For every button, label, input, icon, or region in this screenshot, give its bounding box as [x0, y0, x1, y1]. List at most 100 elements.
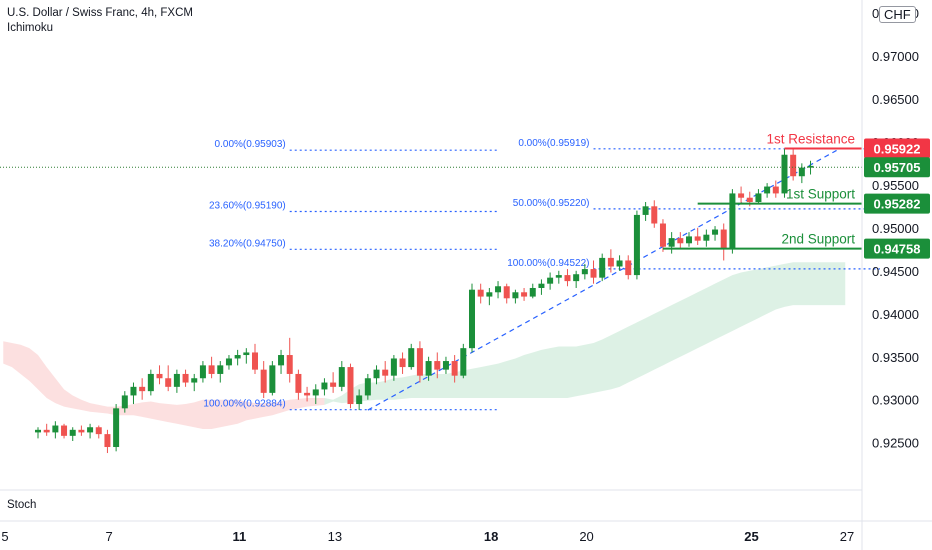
- price-tick-label: 0.95000: [872, 221, 919, 236]
- candle-body: [746, 197, 753, 203]
- candle-body: [330, 382, 337, 387]
- candle-body: [182, 373, 189, 383]
- candle-body: [469, 289, 475, 349]
- resistance-tag: [864, 138, 930, 159]
- candle-body: [625, 260, 632, 276]
- candle-body: [286, 355, 293, 374]
- candle-body: [173, 373, 180, 387]
- candle-body: [651, 206, 658, 224]
- fib-level-label: 23.60%(0.95190): [209, 200, 286, 211]
- candle-body: [798, 167, 805, 177]
- cloud-bullish: [324, 262, 846, 405]
- candle-body: [607, 257, 614, 267]
- candle-body: [790, 154, 797, 177]
- candle-body: [738, 193, 745, 198]
- candle-body: [425, 361, 432, 376]
- candle-body: [642, 206, 649, 215]
- candle-body: [547, 277, 554, 284]
- candle-body: [382, 369, 389, 376]
- time-tick-label: 27: [840, 529, 854, 544]
- last-price-tag: [864, 157, 930, 178]
- candle-body: [694, 236, 701, 241]
- candle-body: [764, 186, 771, 194]
- fibonacci-retracements: 0.00%(0.95903) 23.60%(0.95190) 38.20%(0.94…: [203, 138, 880, 411]
- candle-body: [338, 367, 345, 387]
- candle-body: [573, 274, 580, 282]
- time-tick-label: 13: [328, 529, 342, 544]
- candle-body: [599, 257, 606, 278]
- candle-body: [538, 283, 545, 288]
- fib-level-label: 0.00%(0.95919): [518, 138, 589, 149]
- candle-body: [460, 348, 467, 376]
- candle-body: [260, 369, 267, 393]
- support-resistance-levels: 1st Resistance 1st Support 2nd Support: [0, 132, 862, 250]
- candle-body: [364, 378, 371, 396]
- candle-body: [755, 193, 762, 203]
- candle-body: [503, 286, 510, 299]
- support-label: 1st Support: [786, 187, 855, 202]
- price-tick-label: 0.96500: [872, 92, 919, 107]
- candle-body: [191, 378, 198, 383]
- candle-body: [243, 352, 250, 356]
- price-tick-label: 0.94500: [872, 264, 919, 279]
- candle-body: [304, 392, 311, 396]
- candle-body: [199, 365, 206, 379]
- price-axis[interactable]: 0.975000.970000.965000.960000.955000.950…: [861, 0, 930, 550]
- price-tick-label: 0.93500: [872, 350, 919, 365]
- candle-body: [295, 373, 302, 393]
- time-tick-label: 25: [744, 529, 758, 544]
- candle-body: [390, 358, 397, 376]
- candle-body: [590, 269, 597, 278]
- candle-body: [373, 369, 380, 379]
- lower-pane-label[interactable]: Stoch: [7, 499, 37, 511]
- candle-body: [442, 361, 449, 370]
- candle-body: [113, 408, 120, 448]
- candle-body: [521, 292, 528, 297]
- support-tag: [864, 193, 930, 214]
- symbol-title: U.S. Dollar / Swiss Franc, 4h, FXCM: [7, 7, 193, 19]
- candle-body: [529, 287, 536, 297]
- time-tick-label: 5: [1, 529, 8, 544]
- candle-body: [35, 429, 41, 433]
- candle-body: [147, 373, 154, 392]
- candle-body: [581, 269, 588, 275]
- candle-body: [312, 389, 319, 396]
- candle-body: [321, 382, 328, 390]
- support-tag-label: 0.94758: [874, 242, 921, 257]
- candle-body: [772, 186, 779, 194]
- time-tick-label: 20: [579, 529, 593, 544]
- candle-body: [399, 358, 406, 368]
- candle-body: [616, 260, 623, 267]
- candle-body: [720, 229, 727, 250]
- candle-body: [87, 427, 94, 433]
- candle-body: [659, 223, 666, 247]
- candle-body: [208, 365, 215, 374]
- candle-body: [347, 367, 354, 405]
- price-tick-label: 0.93000: [872, 393, 919, 408]
- indicator-label[interactable]: Ichimoku: [7, 22, 54, 34]
- candle-body: [416, 348, 423, 376]
- fib-level-label: 0.00%(0.95903): [215, 139, 286, 150]
- fib-level-label: 38.20%(0.94750): [209, 238, 286, 249]
- candle-body: [165, 378, 172, 387]
- candle-body: [495, 286, 502, 293]
- price-tick-label: 0.97000: [872, 49, 919, 64]
- candle-body: [703, 234, 710, 241]
- candle-body: [225, 358, 232, 366]
- candle-body: [269, 365, 276, 393]
- candle-body: [408, 348, 415, 368]
- candle-body: [633, 214, 640, 276]
- currency-badge[interactable]: CHF: [879, 6, 916, 23]
- candle-body: [43, 429, 50, 433]
- candle-body: [121, 395, 128, 409]
- time-axis[interactable]: 5 7 11 13 18 20 25 27: [0, 489, 932, 544]
- candlesticks: [35, 148, 814, 454]
- candle-body: [555, 275, 562, 278]
- fib-level-label: 100.00%(0.94522): [507, 258, 589, 269]
- ichimoku-cloud: [3, 262, 846, 429]
- candle-body: [78, 429, 85, 433]
- candle-body: [69, 429, 76, 436]
- candle-body: [278, 355, 285, 366]
- price-tick-label: 0.94000: [872, 307, 919, 322]
